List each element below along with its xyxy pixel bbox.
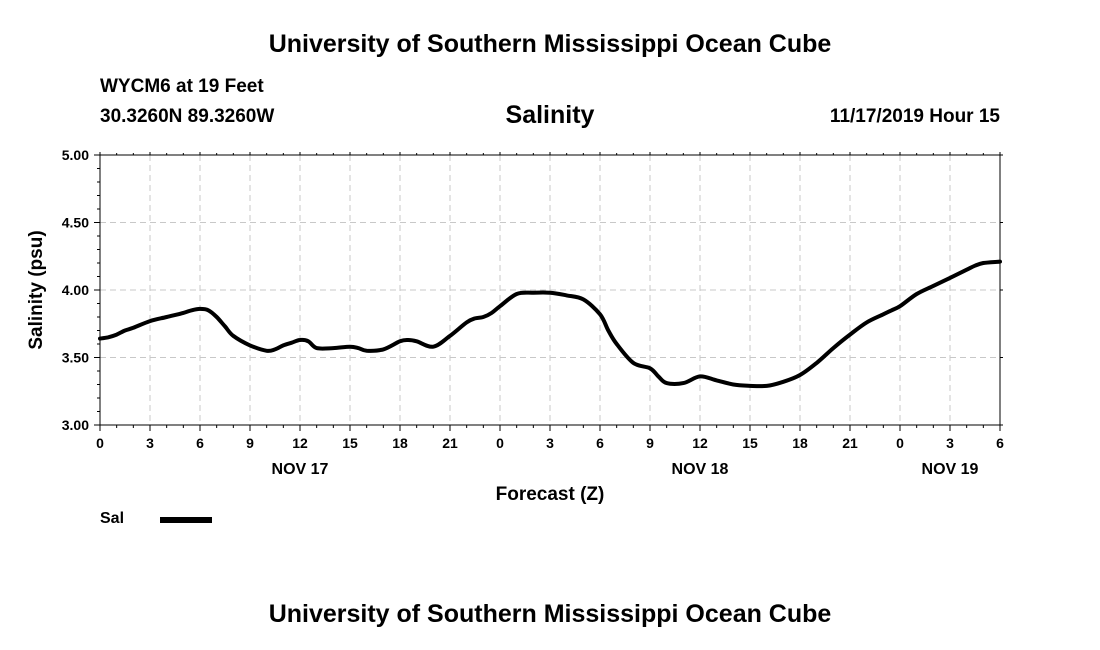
y-tick-label: 5.00	[62, 147, 89, 163]
x-tick-label: 0	[496, 435, 504, 451]
x-tick-label: 3	[546, 435, 554, 451]
x-tick-label: 12	[692, 435, 708, 451]
legend-label: Sal	[100, 510, 125, 527]
y-tick-label: 4.00	[62, 282, 89, 298]
date-label: NOV 19	[922, 461, 979, 478]
axis-ticks: 0 3 6 9 12 15 18 21 0 3 6 9 12 15 18 21 0 3 6 3.00 3.50 4.00 4…	[62, 147, 1004, 478]
x-tick-label: 3	[946, 435, 954, 451]
main-title: University of Southern Mississippi Ocean…	[268, 30, 832, 58]
x-tick-label: 21	[842, 435, 858, 451]
coordinates-label: 30.3260N 89.3260W	[100, 106, 275, 127]
timestamp-label: 11/17/2019 Hour 15	[829, 106, 1000, 127]
grid-lines	[100, 155, 1000, 425]
station-label: WYCM6 at 19 Feet	[100, 76, 264, 97]
y-axis-label: Salinity (psu)	[26, 230, 47, 349]
date-label: NOV 17	[272, 461, 329, 478]
series-line-sal	[98, 259, 1002, 389]
x-tick-label: 12	[292, 435, 308, 451]
x-tick-label: 9	[646, 435, 654, 451]
x-tick-label: 9	[246, 435, 254, 451]
x-tick-label: 6	[196, 435, 204, 451]
x-tick-label: 3	[146, 435, 154, 451]
x-tick-label: 15	[342, 435, 358, 451]
x-tick-label: 15	[742, 435, 758, 451]
x-tick-label: 21	[442, 435, 458, 451]
y-tick-label: 3.00	[62, 417, 89, 433]
y-tick-label: 3.50	[62, 350, 89, 366]
x-tick-label: 0	[896, 435, 904, 451]
y-tick-label: 4.50	[62, 215, 89, 231]
x-tick-label: 0	[96, 435, 104, 451]
x-axis-label: Forecast (Z)	[496, 484, 605, 505]
x-tick-label: 18	[392, 435, 408, 451]
date-label: NOV 18	[672, 461, 729, 478]
x-tick-label: 6	[996, 435, 1004, 451]
x-tick-label: 6	[596, 435, 604, 451]
footer-title: University of Southern Mississippi Ocean…	[268, 600, 832, 628]
legend-swatch	[160, 517, 212, 523]
x-tick-label: 18	[792, 435, 808, 451]
chart-title: Salinity	[505, 101, 595, 129]
